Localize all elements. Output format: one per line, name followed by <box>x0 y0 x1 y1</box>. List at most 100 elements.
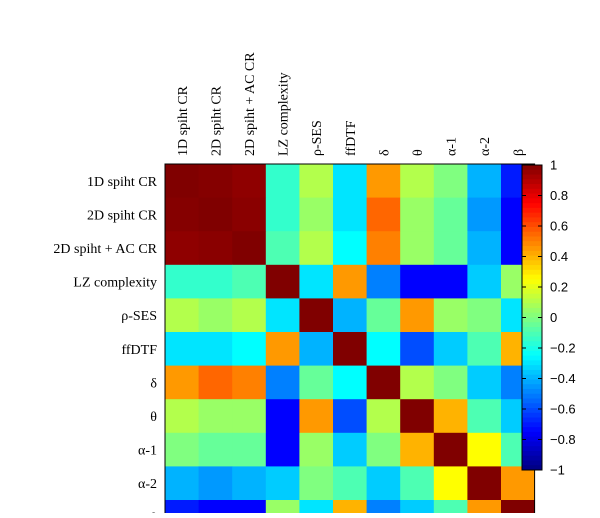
heatmap-cell <box>467 399 502 434</box>
heatmap-cell <box>501 500 535 518</box>
column-label: ρ-SES <box>310 120 325 156</box>
heatmap-cell <box>366 164 401 198</box>
colorbar-segment <box>522 341 542 347</box>
colorbar-tick-label: 0.6 <box>550 219 568 234</box>
heatmap-cell <box>400 164 435 198</box>
column-label: 1D spiht CR <box>176 85 191 156</box>
colorbar-segment <box>522 336 542 342</box>
colorbar-segment <box>522 269 542 276</box>
heatmap-cell <box>433 264 468 299</box>
column-label: 2D spiht CR <box>209 85 224 156</box>
heatmap-cell <box>165 332 199 366</box>
heatmap-cell <box>467 298 502 333</box>
heatmap-cell <box>265 432 300 467</box>
heatmap-cell <box>467 231 502 266</box>
heatmap-cell <box>265 466 300 501</box>
colorbar-segment <box>522 417 542 423</box>
heatmap-cell <box>265 164 300 198</box>
colorbar-segment <box>522 222 542 228</box>
colorbar-segment <box>522 184 542 190</box>
colorbar-segment <box>522 384 542 390</box>
row-label: 2D spiht + AC CR <box>53 242 157 257</box>
colorbar-segment <box>522 203 542 209</box>
colorbar-segment <box>522 360 542 366</box>
row-label: ffDTF <box>121 343 157 358</box>
heatmap-cell <box>433 500 468 518</box>
colorbar-segment <box>522 422 542 428</box>
heatmap-cell <box>433 399 468 434</box>
heatmap-cell <box>333 197 367 232</box>
heatmap-cell <box>299 466 334 501</box>
colorbar-segment <box>522 350 542 357</box>
heatmap-cell <box>198 332 233 366</box>
colorbar-segment <box>522 241 542 247</box>
colorbar-tick-label: −0.2 <box>550 341 576 356</box>
heatmap-cell <box>232 264 267 299</box>
heatmap-cell <box>467 432 502 467</box>
column-label: α-1 <box>445 137 460 156</box>
heatmap-cell <box>198 466 233 501</box>
heatmap-cell <box>265 264 300 299</box>
heatmap-cell <box>467 466 502 501</box>
colorbar-tick-label: −0.6 <box>550 402 576 417</box>
heatmap-cell <box>467 500 502 518</box>
colorbar-segment <box>522 398 542 404</box>
column-label: α-2 <box>478 137 493 156</box>
heatmap-cell <box>433 231 468 266</box>
heatmap-cell <box>232 365 267 400</box>
row-label: δ <box>150 376 157 391</box>
heatmap-cell <box>333 365 367 400</box>
heatmap-cell <box>333 500 367 518</box>
colorbar-tick-label: 0.4 <box>550 249 568 264</box>
heatmap-cell <box>232 500 267 518</box>
colorbar-tick-label: 0.2 <box>550 280 568 295</box>
heatmap-cell <box>198 197 233 232</box>
heatmap-cell <box>333 298 367 333</box>
heatmap-cell <box>299 500 334 518</box>
heatmap-cell <box>467 332 502 366</box>
column-label: β <box>512 149 527 156</box>
row-label: LZ complexity <box>73 276 157 291</box>
heatmap-cell <box>232 298 267 333</box>
colorbar-tick-label: −1 <box>550 463 565 478</box>
heatmap-cell <box>467 197 502 232</box>
heatmap-cell <box>400 332 435 366</box>
colorbar: 1 0.8 0.6 0.4 0.2 0 −0.2 −0.4 −0.6 −0.8 −1 <box>521 158 576 478</box>
colorbar-segment <box>522 408 542 414</box>
heatmap-cell <box>400 298 435 333</box>
heatmap-cell <box>400 197 435 232</box>
heatmap-cell <box>232 399 267 434</box>
heatmap-cells <box>164 163 536 518</box>
colorbar-segment <box>522 317 542 323</box>
colorbar-segment <box>522 412 542 419</box>
heatmap-cell <box>165 298 199 333</box>
colorbar-segment <box>522 231 542 237</box>
heatmap-cell <box>165 432 199 467</box>
heatmap-cell <box>198 264 233 299</box>
colorbar-segment <box>522 379 542 385</box>
heatmap-cell <box>333 164 367 198</box>
heatmap-cell <box>165 399 199 434</box>
colorbar-segment <box>522 365 542 371</box>
colorbar-segment <box>522 441 542 447</box>
colorbar-segment <box>522 179 542 185</box>
colorbar-segment <box>522 455 542 461</box>
heatmap-cell <box>198 365 233 400</box>
column-labels: 1D spiht CR 2D spiht CR 2D spiht + AC CR LZ… <box>176 52 527 156</box>
row-label: 2D spiht CR <box>87 208 158 223</box>
heatmap-cell <box>198 432 233 467</box>
heatmap-cell <box>467 365 502 400</box>
heatmap-cell <box>232 432 267 467</box>
heatmap-cell <box>467 264 502 299</box>
colorbar-segment <box>522 265 542 271</box>
heatmap-cell <box>366 500 401 518</box>
row-labels: 1D spiht CR 2D spiht CR 2D spiht + AC CR LZ… <box>53 175 158 518</box>
heatmap-cell <box>400 466 435 501</box>
colorbar-tick-label: −0.8 <box>550 432 576 447</box>
colorbar-segment <box>522 212 542 218</box>
colorbar-segment <box>522 236 542 242</box>
column-label: 2D spiht + AC CR <box>243 52 258 156</box>
colorbar-segment <box>522 174 542 180</box>
colorbar-segment <box>522 307 542 314</box>
